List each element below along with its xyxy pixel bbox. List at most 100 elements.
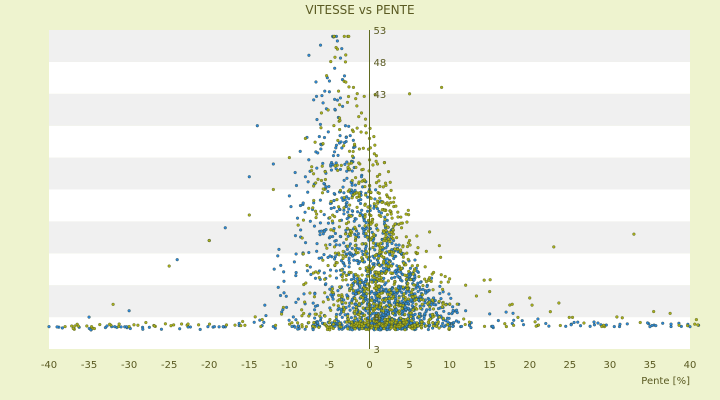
data-point [380, 298, 384, 302]
data-point [337, 225, 341, 229]
data-point [439, 273, 443, 277]
data-point [393, 247, 397, 251]
data-point [373, 92, 377, 97]
data-point [388, 196, 392, 200]
data-point [370, 295, 374, 299]
data-point [345, 200, 349, 205]
data-point [330, 219, 334, 223]
data-point [311, 324, 315, 328]
data-point [438, 291, 442, 295]
data-point [262, 320, 266, 324]
data-point [304, 325, 308, 329]
data-point [144, 320, 148, 325]
data-point [421, 287, 425, 291]
x-tick-label: -40 [41, 360, 57, 371]
data-point [383, 298, 387, 302]
data-point [299, 228, 303, 232]
data-point [347, 265, 351, 269]
data-point [350, 154, 355, 158]
data-point [390, 296, 394, 300]
data-point [447, 326, 451, 330]
data-point [338, 243, 342, 247]
data-point [313, 312, 317, 316]
data-point [419, 306, 423, 310]
data-point [363, 287, 367, 291]
data-point [451, 305, 455, 309]
data-point [668, 311, 672, 315]
data-point [355, 195, 359, 199]
data-point [362, 219, 366, 223]
data-point [274, 323, 278, 327]
data-point [371, 241, 376, 245]
data-point [399, 316, 403, 320]
data-point [334, 143, 339, 147]
data-point [313, 140, 317, 144]
data-point [403, 312, 407, 317]
data-point [352, 258, 356, 262]
data-point [328, 328, 332, 332]
data-point [346, 244, 350, 248]
data-point [392, 257, 396, 261]
data-point [437, 299, 441, 303]
data-point [343, 162, 347, 166]
data-point [410, 264, 414, 268]
data-point [358, 201, 363, 206]
data-point [533, 320, 537, 324]
data-point [415, 234, 419, 238]
data-point [243, 323, 247, 327]
data-point [351, 291, 355, 295]
data-point [374, 283, 378, 287]
data-point [221, 325, 225, 329]
data-point [343, 313, 347, 317]
data-point [358, 310, 362, 314]
data-point [335, 39, 339, 43]
data-point [323, 170, 327, 174]
data-point [386, 279, 390, 283]
data-point [401, 318, 405, 322]
data-point [530, 303, 534, 307]
data-point [426, 289, 430, 293]
data-point [346, 210, 350, 214]
data-point [172, 323, 176, 327]
data-point [442, 325, 446, 329]
data-point [404, 235, 408, 239]
data-point [365, 255, 369, 259]
data-point [347, 188, 352, 192]
data-point [370, 280, 374, 284]
data-point [390, 264, 394, 268]
y-tick-label: 43 [374, 90, 387, 101]
data-point [332, 303, 336, 307]
data-point [409, 291, 413, 295]
data-point [342, 206, 346, 210]
data-point [363, 215, 367, 219]
data-point [347, 34, 351, 38]
data-point [342, 212, 346, 216]
x-tick-label: -25 [161, 360, 177, 371]
data-point [302, 283, 306, 287]
data-point [402, 252, 406, 256]
data-point [417, 314, 421, 318]
data-point [425, 284, 429, 289]
data-point [333, 251, 337, 255]
data-point [316, 177, 320, 181]
data-point [424, 249, 428, 253]
data-point [285, 305, 289, 309]
data-point [317, 135, 321, 139]
data-point [356, 232, 361, 236]
data-point [159, 327, 164, 331]
data-point [377, 263, 381, 267]
x-tick-label: 10 [443, 360, 456, 371]
data-point [349, 286, 353, 290]
data-point [405, 287, 410, 291]
data-point [361, 167, 365, 171]
data-point [348, 203, 352, 207]
data-point [328, 268, 333, 272]
data-point [321, 187, 325, 191]
data-point [406, 297, 411, 301]
data-point [351, 138, 355, 142]
data-point [463, 322, 467, 327]
data-point [454, 319, 458, 323]
data-point [381, 261, 386, 265]
data-point [136, 323, 140, 327]
data-point [374, 204, 378, 208]
